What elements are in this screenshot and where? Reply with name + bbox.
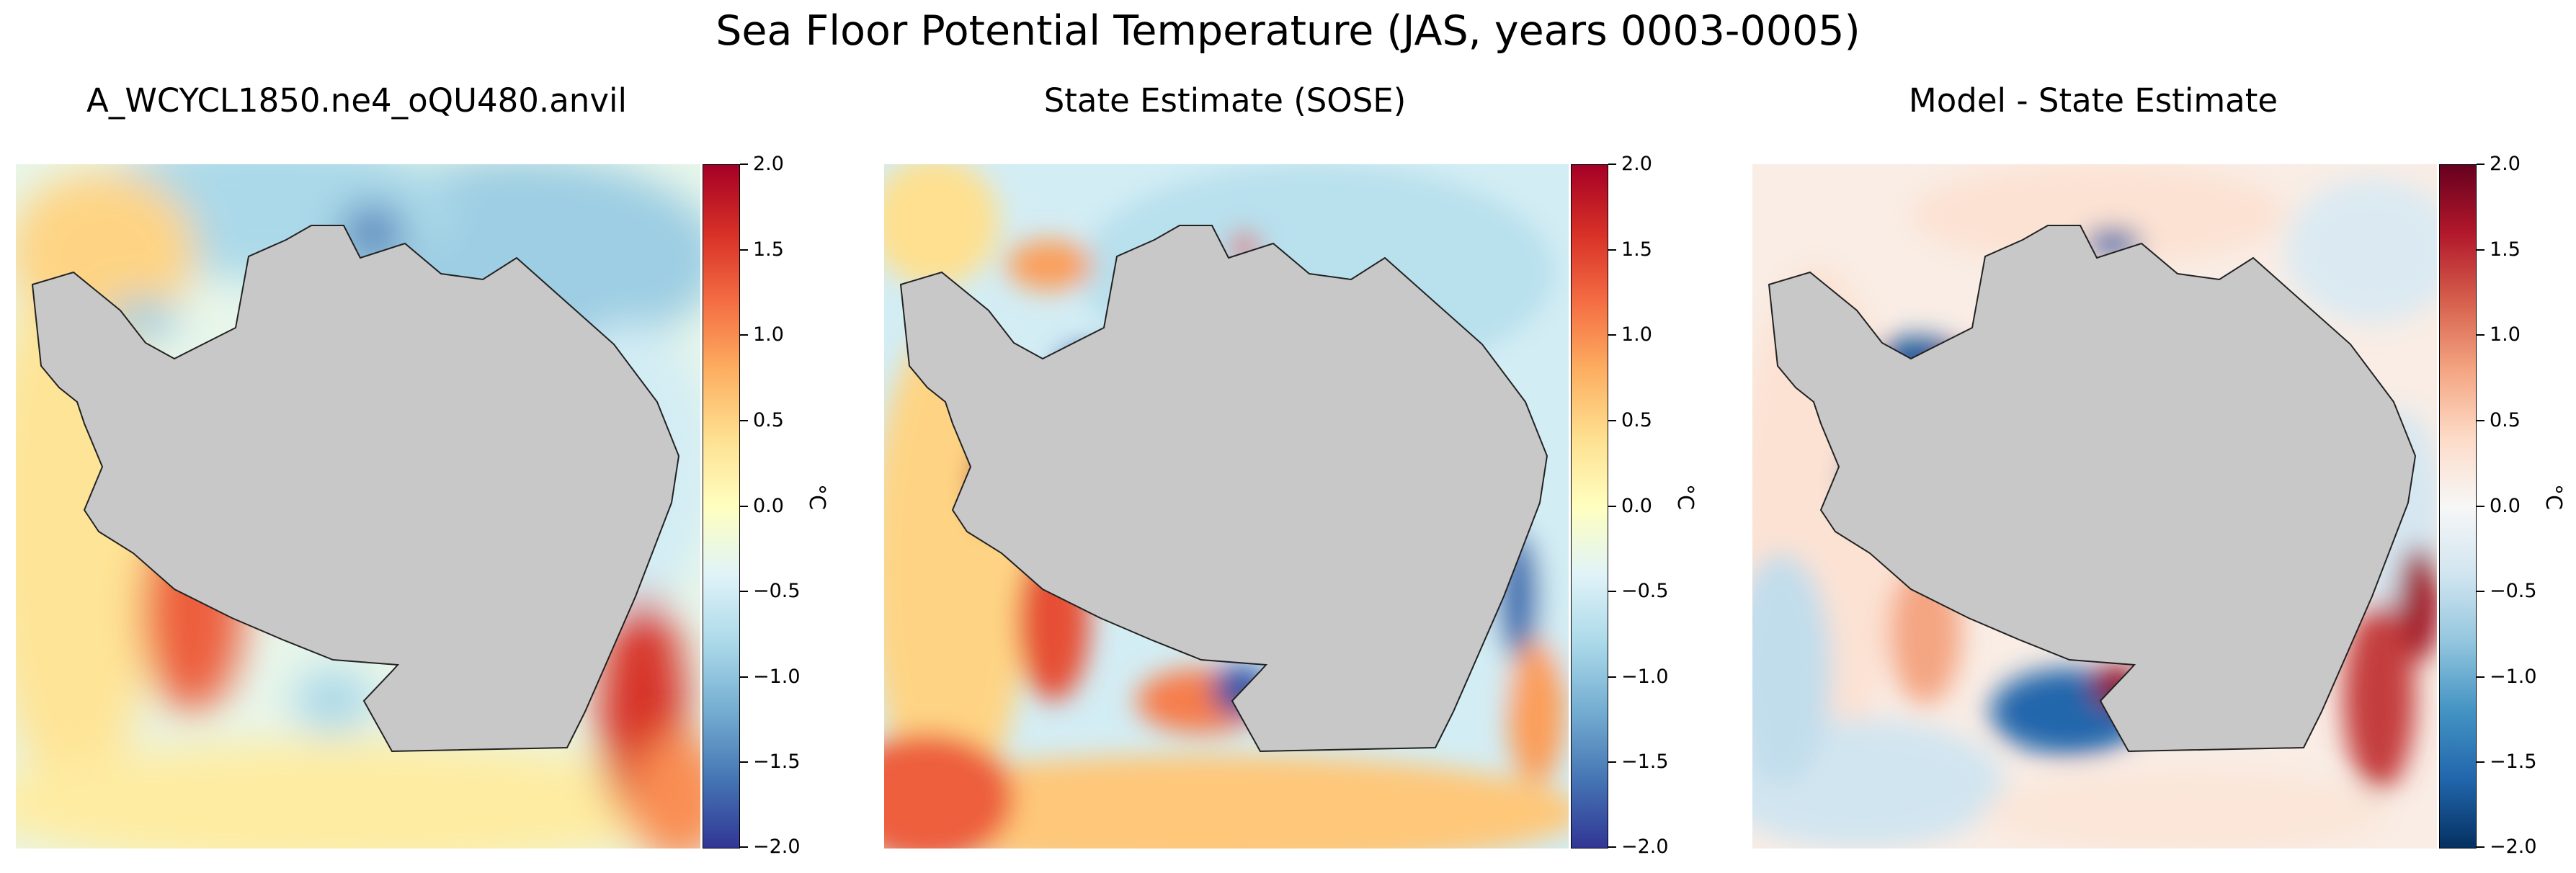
colorbar-label-sose: °C (1672, 484, 1698, 510)
cbar-tick-label: −1.0 (1621, 666, 1669, 688)
antarctica-land-mask (31, 225, 680, 753)
cbar-tick-label: 1.0 (1621, 323, 1652, 346)
cbar-tick-label: −2.0 (1621, 836, 1669, 858)
cbar-tick-label: 1.5 (1621, 238, 1652, 261)
temperature-field-patch (1007, 240, 1093, 290)
cbar-tick-label: 0.0 (1621, 495, 1652, 517)
temperature-field-patch (884, 755, 1569, 849)
cbar-tick-label: 0.5 (753, 409, 784, 431)
colorbar-sose (1571, 164, 1608, 849)
cbar-tick-label: 1.0 (2490, 323, 2521, 346)
cbar-tick-label: 0.5 (2490, 409, 2521, 431)
cbar-tick-label: −1.5 (1621, 751, 1669, 773)
colorbar-model (703, 164, 740, 849)
antarctica-land-mask (1768, 225, 2417, 753)
cbar-tick-label: 1.5 (2490, 238, 2521, 261)
colorbar-difference (2439, 164, 2477, 849)
cbar-tick-label: −0.5 (2490, 580, 2537, 602)
cbar-tick-label: 0.5 (1621, 409, 1652, 431)
cbar-tick-label: 0.0 (2490, 495, 2521, 517)
cbar-tick-label: −0.5 (753, 580, 801, 602)
temperature-field-patch (2343, 604, 2415, 791)
cbar-tick-label: 1.5 (753, 238, 784, 261)
seafloor-temperature-map-model (16, 164, 700, 849)
panel-title-difference: Model - State Estimate (1908, 81, 2278, 120)
map-difference (1752, 164, 2437, 849)
cbar-tick-label: −1.0 (753, 666, 801, 688)
cbar-tick-label: −1.5 (2490, 751, 2537, 773)
panel-title-model: A_WCYCL1850.ne4_oQU480.anvil (86, 81, 627, 120)
cbar-tick-label: 2.0 (2490, 153, 2521, 175)
temperature-field-patch (1507, 640, 1565, 784)
map-model (16, 164, 700, 849)
colorbar-ticks-difference: 2.0 1.5 1.0 0.5 0.0 −0.5 −1.0 −1.5 −2.0 (2477, 153, 2570, 858)
cbar-tick-label: −1.0 (2490, 666, 2537, 688)
colorbar-label-difference: °C (2541, 484, 2566, 510)
temperature-field-patch (1752, 553, 1832, 784)
cbar-tick-label: 1.0 (753, 323, 784, 346)
antarctica-land-mask (899, 225, 1548, 753)
temperature-field-patch (293, 668, 373, 733)
cbar-tick-label: −0.5 (1621, 580, 1669, 602)
panel-title-sose: State Estimate (SOSE) (1043, 81, 1407, 120)
temperature-field-patch (628, 733, 700, 849)
temperature-field-patch (1983, 769, 2386, 849)
temperature-field-patch (16, 740, 700, 849)
temperature-field-patch (884, 164, 999, 287)
cbar-tick-label: −1.5 (753, 751, 801, 773)
cbar-tick-label: −2.0 (2490, 836, 2537, 858)
temperature-field-patch (2286, 179, 2437, 323)
seafloor-temperature-map-difference (1752, 164, 2437, 849)
colorbar-ticks-sose: 2.0 1.5 1.0 0.5 0.0 −0.5 −1.0 −1.5 −2.0 (1608, 153, 1702, 858)
colorbar-label-model: °C (804, 484, 829, 510)
cbar-tick-label: 2.0 (753, 153, 784, 175)
cbar-tick-label: −2.0 (753, 836, 801, 858)
temperature-field-patch (1911, 164, 2286, 265)
cbar-tick-label: 2.0 (1621, 153, 1652, 175)
figure-title: Sea Floor Potential Temperature (JAS, ye… (716, 7, 1860, 55)
seafloor-temperature-map-sose (884, 164, 1569, 849)
temperature-field-patch (884, 733, 1014, 849)
colorbar-ticks-model: 2.0 1.5 1.0 0.5 0.0 −0.5 −1.0 −1.5 −2.0 (740, 153, 834, 858)
cbar-tick-label: 0.0 (753, 495, 784, 517)
map-sose (884, 164, 1569, 849)
temperature-field-patch (2397, 546, 2437, 661)
temperature-field-patch (340, 204, 405, 261)
